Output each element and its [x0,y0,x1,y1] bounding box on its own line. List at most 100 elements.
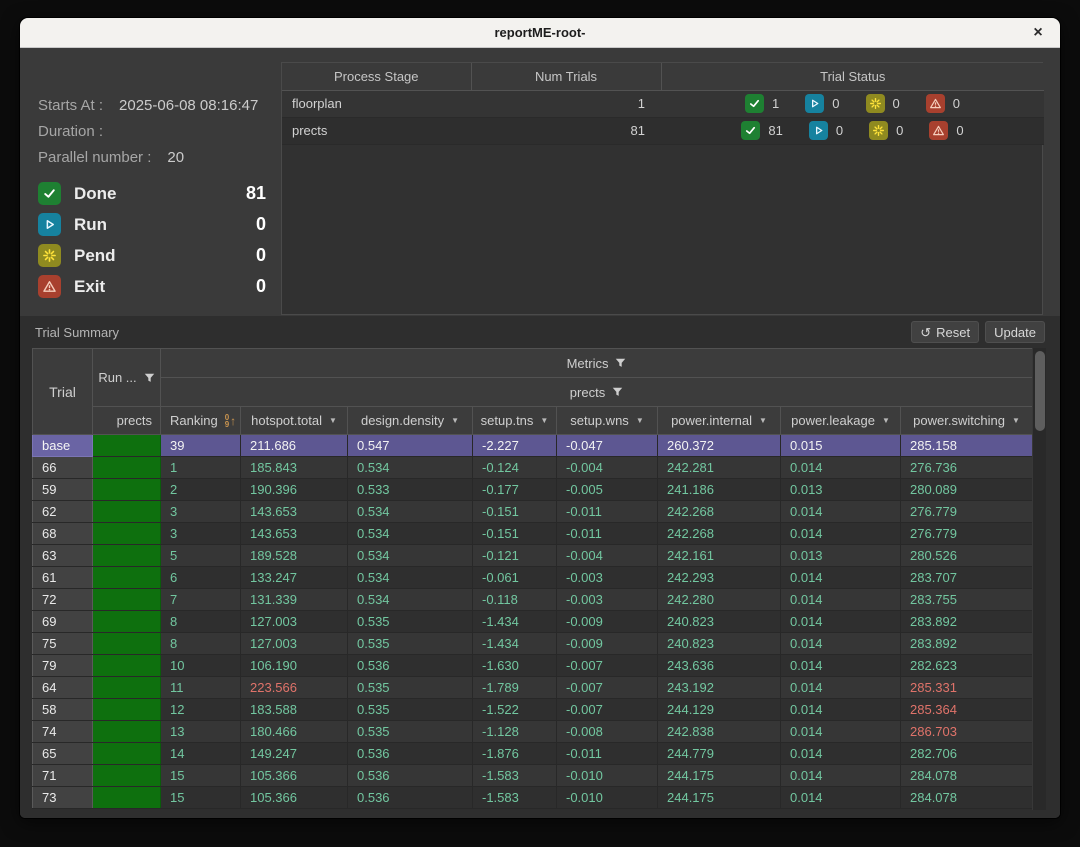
column-header-power-internal[interactable]: power.internal▼ [658,407,781,435]
reset-button[interactable]: ↺ Reset [911,321,979,343]
metric-cell: 2 [161,479,241,501]
column-header-power-leakage[interactable]: power.leakage▼ [781,407,901,435]
metric-cell: 242.293 [658,567,781,589]
run-status-cell [93,655,161,677]
run-status-cell [93,677,161,699]
parallel-number-value: 20 [167,149,184,166]
metric-cell: -1.630 [473,655,557,677]
run-status-cell [93,501,161,523]
chevron-down-icon[interactable]: ▼ [882,417,890,425]
metric-cell: 5 [161,545,241,567]
scrollbar-thumb[interactable] [1035,351,1045,431]
trial-row[interactable]: 6411223.5660.535-1.789-0.007243.1920.014… [33,677,1033,699]
duration-row: Duration : [38,118,266,144]
column-header-setup-wns[interactable]: setup.wns▼ [557,407,658,435]
column-header-design-density[interactable]: design.density▼ [348,407,473,435]
trial-row[interactable]: 616133.2470.534-0.061-0.003242.2930.0142… [33,567,1033,589]
metric-cell: 149.247 [241,743,348,765]
metric-cell: -0.007 [557,677,658,699]
column-header-setup-tns[interactable]: setup.tns▼ [473,407,557,435]
metric-cell: 0.533 [348,479,473,501]
status-item-pend: Pend 0 [38,244,266,267]
stage-row-prects[interactable]: prects 81 81000 [282,117,1044,144]
run-status-cell [93,721,161,743]
trial-id-cell: 69 [33,611,93,633]
trial-column-header[interactable]: Trial [33,349,93,435]
trial-row[interactable]: 7315105.3660.536-1.583-0.010244.1750.014… [33,787,1033,809]
trial-row[interactable]: 635189.5280.534-0.121-0.004242.1610.0132… [33,545,1033,567]
trial-row[interactable]: 661185.8430.534-0.124-0.004242.2810.0142… [33,457,1033,479]
metric-cell: -1.434 [473,611,557,633]
exit-count: 0 [956,123,963,138]
column-header-hotspot-total[interactable]: hotspot.total▼ [241,407,348,435]
metric-cell: 143.653 [241,501,348,523]
metric-cell: 285.158 [901,435,1033,457]
metric-cell: 211.686 [241,435,348,457]
num-trials-header[interactable]: Num Trials [471,63,661,90]
metric-cell: 0.014 [781,787,901,809]
trial-row[interactable]: 758127.0030.535-1.434-0.009240.8230.0142… [33,633,1033,655]
chevron-down-icon[interactable]: ▼ [636,417,644,425]
metric-cell: 285.331 [901,677,1033,699]
trial-status-cell: 1000 [661,90,1044,117]
trial-row[interactable]: 727131.3390.534-0.118-0.003242.2800.0142… [33,589,1033,611]
run-count: 0 [832,96,839,111]
metric-cell: -0.118 [473,589,557,611]
vertical-scrollbar[interactable] [1032,348,1046,810]
trial-row[interactable]: 5812183.5880.535-1.522-0.007244.1290.014… [33,699,1033,721]
update-button[interactable]: Update [985,321,1045,343]
metric-cell: 0.014 [781,721,901,743]
filter-icon[interactable] [144,373,155,383]
trial-status-header[interactable]: Trial Status [661,63,1044,90]
chevron-down-icon[interactable]: ▼ [1012,417,1020,425]
prects-group-header[interactable]: prects [161,378,1033,407]
exit-label: Exit [74,277,105,297]
process-stage-header[interactable]: Process Stage [282,63,471,90]
check-icon [745,94,764,113]
close-button[interactable]: × [1024,18,1052,48]
metric-cell: -0.003 [557,567,658,589]
metric-cell: 1 [161,457,241,479]
done-count: 1 [772,96,779,111]
stage-row-floorplan[interactable]: floorplan 1 1000 [282,90,1044,117]
trial-row[interactable]: 6514149.2470.536-1.876-0.011244.7790.014… [33,743,1033,765]
reset-icon: ↺ [920,326,931,339]
trial-summary-table: Trial Run ... Metrics prects [32,348,1033,809]
numeric-sort-ascending-icon[interactable]: 09↑ [225,414,236,428]
trial-row[interactable]: 683143.6530.534-0.151-0.011242.2680.0142… [33,523,1033,545]
chevron-down-icon[interactable]: ▼ [329,417,337,425]
run-status-cell [93,787,161,809]
metric-cell: 190.396 [241,479,348,501]
window-title: reportME-root- [20,18,1060,47]
trial-row[interactable]: 592190.3960.533-0.177-0.005241.1860.0132… [33,479,1033,501]
metric-cell: 0.014 [781,567,901,589]
column-header-ranking[interactable]: Ranking 09↑ [161,407,241,435]
trial-row[interactable]: 623143.6530.534-0.151-0.011242.2680.0142… [33,501,1033,523]
run-count: 0 [256,214,266,235]
trial-row[interactable]: base39211.6860.547-2.227-0.047260.3720.0… [33,435,1033,457]
metric-cell: 0.534 [348,457,473,479]
trial-row[interactable]: 7115105.3660.536-1.583-0.010244.1750.014… [33,765,1033,787]
metric-cell: 283.755 [901,589,1033,611]
metrics-group-header[interactable]: Metrics [161,349,1033,378]
metric-cell: 0.013 [781,479,901,501]
check-icon [741,121,760,140]
chevron-down-icon[interactable]: ▼ [759,417,767,425]
run-status-cell [93,457,161,479]
run-column-header[interactable]: Run ... [93,349,161,407]
warning-icon [38,275,61,298]
trial-row[interactable]: 7910106.1900.536-1.630-0.007243.6360.014… [33,655,1033,677]
status-badge-group: 0 [929,121,963,140]
trial-row[interactable]: 7413180.4660.535-1.128-0.008242.8380.014… [33,721,1033,743]
metric-cell: -1.434 [473,633,557,655]
chevron-down-icon[interactable]: ▼ [451,417,459,425]
filter-icon[interactable] [612,387,623,397]
trial-summary-bar: Trial Summary ↺ Reset Update [20,316,1060,348]
metric-cell: 0.535 [348,633,473,655]
column-header-power-switching[interactable]: power.switching▼ [901,407,1033,435]
chevron-down-icon[interactable]: ▼ [540,417,548,425]
trial-row[interactable]: 698127.0030.535-1.434-0.009240.8230.0142… [33,611,1033,633]
filter-icon[interactable] [615,358,626,368]
metric-cell: 280.526 [901,545,1033,567]
run-sub-header-prects[interactable]: prects [93,407,161,435]
